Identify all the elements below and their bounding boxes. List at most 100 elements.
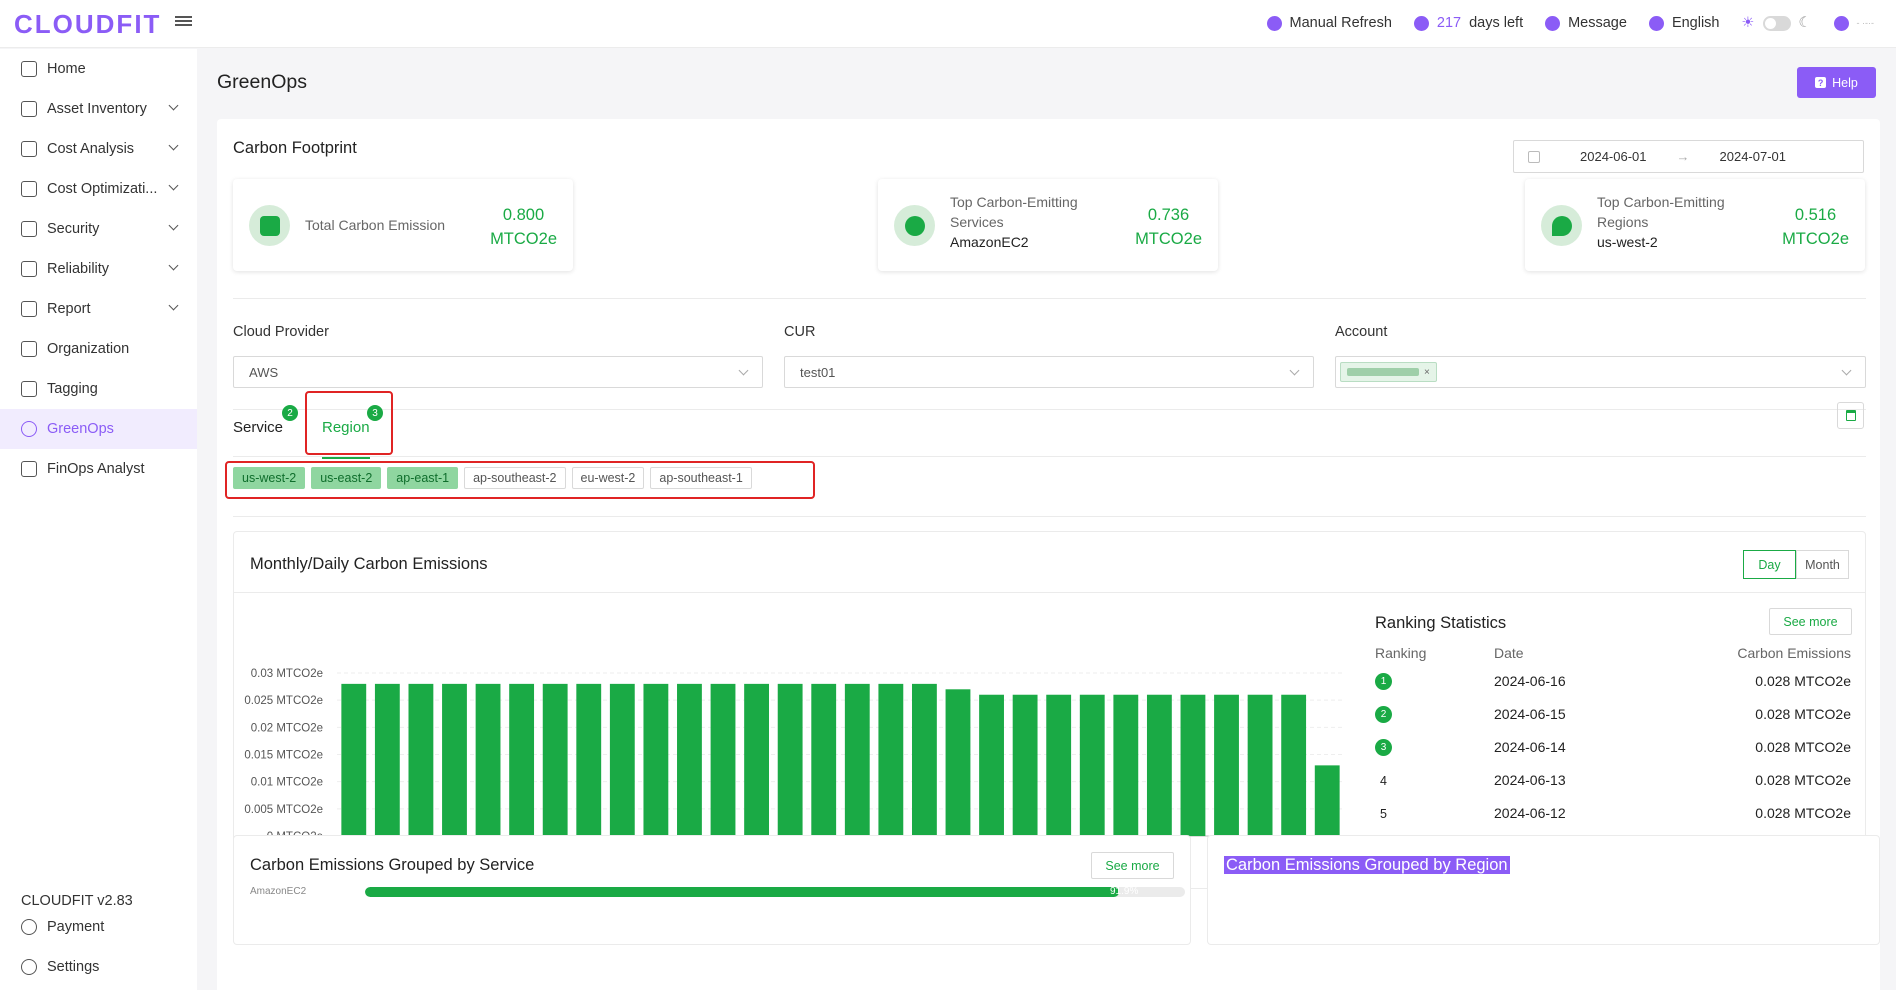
sidebar-item-security[interactable]: Security [0, 209, 197, 249]
sidebar-item-cost-analysis[interactable]: Cost Analysis [0, 129, 197, 169]
rank-date: 2024-06-15 [1494, 706, 1566, 722]
service-see-more-button[interactable]: See more [1091, 852, 1174, 879]
sidebar-item-asset-inventory[interactable]: Asset Inventory [0, 89, 197, 129]
cloud-provider-select[interactable]: AWS [233, 356, 763, 388]
message-button[interactable]: Message [1545, 15, 1627, 31]
bar-2024-06-11 [677, 683, 702, 836]
sidebar-item-finops-analyst[interactable]: FinOps Analyst [0, 449, 197, 489]
menu-toggle-icon[interactable] [175, 14, 192, 30]
sidebar-item-tagging[interactable]: Tagging [0, 369, 197, 409]
tab-service[interactable]: Service [233, 419, 284, 436]
ranking-see-more-button[interactable]: See more [1769, 608, 1852, 635]
map-pin-icon [1541, 205, 1582, 246]
chevron-down-icon [168, 260, 179, 271]
bar-2024-06-18 [911, 683, 937, 836]
rank-badge: 5 [1380, 806, 1387, 821]
rank-value: 0.028 MTCO2e [1755, 772, 1851, 788]
rank-value: 0.028 MTCO2e [1755, 739, 1851, 755]
bar-2024-06-24 [1113, 694, 1139, 836]
divider [233, 516, 1866, 517]
stat-top-service: Top Carbon-Emitting Services AmazonEC2 0.… [878, 179, 1218, 271]
sidebar-item-organization[interactable]: Organization [0, 329, 197, 369]
theme-toggle[interactable] [1762, 15, 1791, 31]
carbon-footprint-title: Carbon Footprint [233, 139, 357, 157]
clock-icon [1413, 15, 1429, 31]
report-icon [21, 301, 37, 317]
sidebar-item-greenops[interactable]: GreenOps [0, 409, 197, 449]
end-date[interactable]: 2024-07-01 [1719, 149, 1787, 164]
active-tab-indicator [322, 457, 370, 459]
security-icon [21, 221, 37, 237]
region-tag-us-east-2[interactable]: us-east-2 [311, 467, 382, 489]
bar-2024-06-28 [1247, 694, 1273, 836]
region-tag-ap-east-1[interactable]: ap-east-1 [387, 467, 459, 489]
rank-badge: 4 [1380, 773, 1387, 788]
stat-top-region: Top Carbon-Emitting Regions us-west-2 0.5… [1525, 179, 1865, 271]
bar-2024-06-27 [1214, 694, 1239, 836]
reliability-icon [21, 261, 37, 277]
bar-2024-06-23 [1079, 694, 1105, 836]
sidebar-item-settings[interactable]: Settings [0, 947, 197, 987]
user-name: - ·-·- [1856, 18, 1875, 28]
rank-date: 2024-06-12 [1494, 805, 1566, 821]
month-button[interactable]: Month [1796, 550, 1849, 579]
bar-2024-06-06 [509, 683, 535, 836]
rank-value: 0.028 MTCO2e [1755, 706, 1851, 722]
delete-button[interactable] [1837, 402, 1864, 429]
divider [233, 298, 1866, 299]
arrow-right-icon: → [1676, 149, 1690, 164]
bar-2024-06-17 [878, 683, 904, 836]
bar-2024-06-19 [945, 689, 971, 836]
greenops-icon [21, 421, 37, 437]
rank-badge: 1 [1375, 673, 1392, 690]
page-title: GreenOps [217, 71, 307, 93]
region-tag-eu-west-2[interactable]: eu-west-2 [571, 467, 645, 489]
sidebar-item-cost-optimizati[interactable]: Cost Optimizati... [0, 169, 197, 209]
bar-2024-06-16 [844, 683, 870, 836]
y-tick-label: 0.03 MTCO2e [251, 668, 323, 680]
close-icon[interactable]: × [1424, 366, 1430, 378]
region-tag-ap-southeast-1[interactable]: ap-southeast-1 [650, 467, 752, 489]
region-tag-ap-southeast-2[interactable]: ap-southeast-2 [464, 467, 566, 489]
highlight-box-tab [305, 391, 393, 455]
rank-value: 0.028 MTCO2e [1755, 805, 1851, 821]
sidebar-item-payment[interactable]: Payment [0, 907, 197, 947]
sidebar-item-report[interactable]: Report [0, 289, 197, 329]
cloud-provider-label: Cloud Provider [233, 324, 329, 340]
start-date[interactable]: 2024-06-01 [1580, 149, 1647, 164]
bar-2024-06-26 [1180, 694, 1206, 836]
help-button[interactable]: ? Help [1797, 67, 1876, 98]
y-tick-label: 0.015 MTCO2e [244, 750, 323, 762]
chevron-down-icon [168, 220, 179, 231]
sidebar-item-reliability[interactable]: Reliability [0, 249, 197, 289]
payment-icon [21, 919, 37, 935]
bar-2024-06-13 [744, 683, 770, 836]
bar-2024-06-10 [643, 683, 669, 836]
region-tag-us-west-2[interactable]: us-west-2 [233, 467, 306, 489]
language-selector[interactable]: English [1648, 15, 1720, 31]
day-button[interactable]: Day [1743, 550, 1796, 579]
moon-icon: ☾ [1798, 15, 1812, 31]
tab-region[interactable]: Region [322, 419, 370, 436]
app-logo[interactable]: CLOUDFIT [14, 9, 162, 39]
cur-select[interactable]: test01 [784, 356, 1314, 388]
account-tag[interactable]: × [1340, 362, 1437, 382]
user-menu[interactable]: - ·-·- [1833, 15, 1875, 31]
date-range-picker[interactable]: 2024-06-01 → 2024-07-01 [1513, 140, 1864, 173]
sidebar-item-home[interactable]: Home [0, 49, 197, 89]
days-left-indicator[interactable]: 217 days left [1413, 15, 1523, 31]
bar-2024-06-21 [1012, 694, 1038, 836]
days-count: 217 [1436, 15, 1462, 31]
account-select[interactable]: × [1335, 356, 1866, 388]
bar-2024-06-03 [408, 683, 434, 836]
bar-2024-06-01 [341, 683, 367, 836]
chevron-down-icon [1289, 365, 1300, 376]
highlight-box-regions [225, 461, 815, 499]
period-toggle: Day Month [1743, 550, 1849, 579]
manual-refresh-button[interactable]: Manual Refresh [1266, 15, 1392, 31]
rank-badge: 2 [1375, 706, 1392, 723]
theme-switch[interactable]: ☀ ☾ [1742, 15, 1812, 31]
emissions-title: Monthly/Daily Carbon Emissions [250, 555, 488, 573]
ranking-row: 5 2024-06-12 0.028 MTCO2e [1375, 805, 1851, 825]
